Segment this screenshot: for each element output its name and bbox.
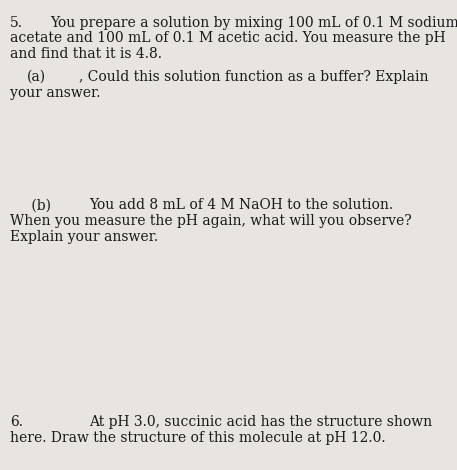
Text: acetate and 100 mL of 0.1 M acetic acid. You measure the pH: acetate and 100 mL of 0.1 M acetic acid.…: [10, 31, 446, 46]
Text: (a): (a): [27, 70, 46, 84]
Text: You prepare a solution by mixing 100 mL of 0.1 M sodium: You prepare a solution by mixing 100 mL …: [50, 16, 457, 30]
Text: your answer.: your answer.: [10, 86, 101, 100]
Text: , Could this solution function as a buffer? Explain: , Could this solution function as a buff…: [79, 70, 428, 84]
Text: 5.: 5.: [10, 16, 23, 30]
Text: You add 8 mL of 4 M NaOH to the solution.: You add 8 mL of 4 M NaOH to the solution…: [89, 198, 393, 212]
Text: here. Draw the structure of this molecule at pH 12.0.: here. Draw the structure of this molecul…: [10, 431, 386, 445]
Text: Explain your answer.: Explain your answer.: [10, 230, 158, 244]
Text: (b): (b): [27, 198, 51, 212]
Text: At pH 3.0, succinic acid has the structure shown: At pH 3.0, succinic acid has the structu…: [89, 415, 432, 429]
Text: and find that it is 4.8.: and find that it is 4.8.: [10, 47, 162, 62]
Text: 6.: 6.: [10, 415, 23, 429]
Text: When you measure the pH again, what will you observe?: When you measure the pH again, what will…: [10, 214, 412, 228]
